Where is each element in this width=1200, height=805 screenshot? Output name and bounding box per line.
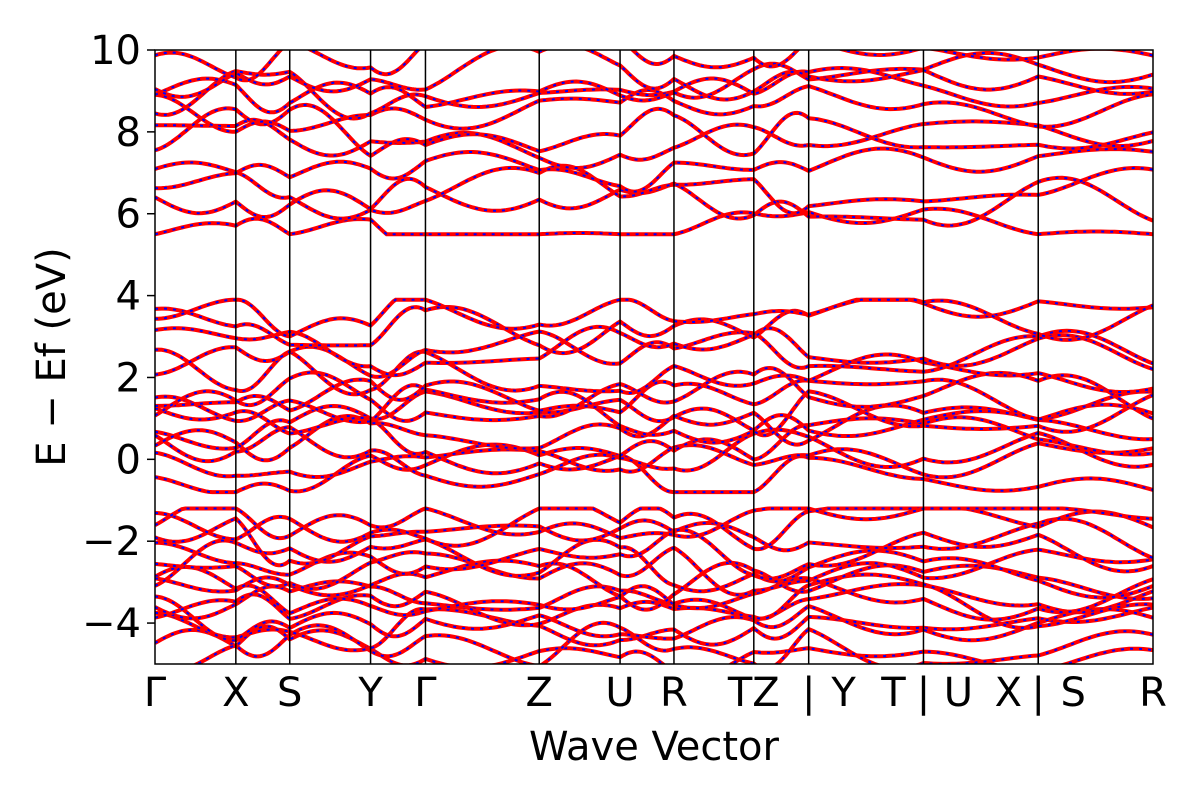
x-tick-label: Z	[526, 670, 553, 716]
band-line-red	[155, 117, 1153, 171]
y-tick-label: 2	[116, 355, 141, 401]
y-tick-label: −2	[82, 519, 141, 565]
x-tick-label: U	[944, 670, 973, 716]
band-line-red	[155, 206, 1153, 237]
x-tick-labels: Γ X S Y Γ Z U R TZ | Y T | U X | S R	[144, 670, 1167, 716]
x-tick-label: Γ	[414, 670, 437, 716]
x-tick-label: Y	[357, 670, 383, 716]
x-tick-label: |	[802, 670, 815, 716]
y-tick-label: 10	[90, 28, 141, 74]
x-tick-label: R	[660, 670, 688, 716]
y-ticks: −4 −2 0 2 4 6 8 10	[82, 28, 155, 647]
plot-frame	[154, 49, 1154, 665]
x-tick-label: Γ	[144, 670, 167, 716]
band-line-blue	[155, 565, 1153, 621]
x-tick-label: X	[222, 670, 249, 716]
x-tick-label: R	[1139, 670, 1167, 716]
x-tick-label: |	[1031, 670, 1044, 716]
x-tick-label: |	[917, 670, 930, 716]
band-line-red	[155, 564, 1153, 622]
y-tick-label: 6	[116, 192, 141, 238]
x-tick-label: X	[995, 670, 1022, 716]
x-tick-label: Y	[830, 670, 856, 716]
bands-layer	[155, 50, 1153, 664]
band-line-blue	[155, 118, 1153, 170]
band-line-red	[155, 175, 1153, 228]
y-tick-label: 0	[116, 437, 141, 483]
kpoint-vertical-lines	[235, 50, 1039, 664]
x-tick-label: U	[605, 670, 634, 716]
x-tick-label: S	[277, 670, 302, 716]
y-axis-label: E − Ef (eV)	[29, 247, 75, 466]
y-tick-label: 4	[116, 274, 141, 320]
band-line-red	[155, 50, 1153, 83]
y-tick-label: 8	[116, 110, 141, 156]
x-tick-label: T	[880, 670, 906, 716]
x-tick-label: TZ	[727, 670, 780, 716]
y-tick-label: −4	[82, 601, 141, 647]
x-axis-label: Wave Vector	[529, 724, 780, 770]
x-tick-label: S	[1060, 670, 1085, 716]
